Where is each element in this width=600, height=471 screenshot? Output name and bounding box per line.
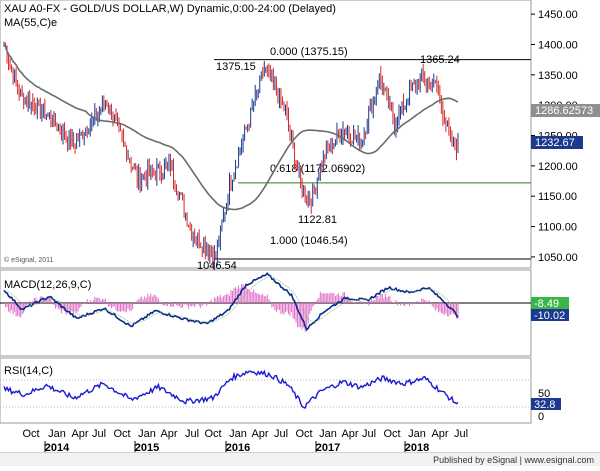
x-month-label: Apr (431, 428, 448, 440)
price-tick-label: 1050.00 (538, 252, 578, 264)
x-month-label: Apr (71, 428, 88, 440)
price-tick-label: 1400.00 (538, 39, 578, 51)
low-mid-label: 1122.81 (298, 214, 337, 226)
ma-value-box (531, 104, 600, 117)
rsi-tick-0: 0 (538, 411, 544, 423)
fib-0-label: 0.000 (1375.15) (270, 46, 348, 58)
price-tick-label: 1350.00 (538, 70, 578, 82)
x-month-label: Oct (22, 428, 39, 440)
price-axis: 1050.001100.001150.001200.001250.001300.… (531, 9, 578, 264)
rsi-panel (0, 357, 532, 424)
macd-value-top: -8.49 (534, 298, 559, 310)
x-month-label: Jan (138, 428, 156, 440)
x-month-label: Oct (383, 428, 400, 440)
price-tick-label: 1150.00 (538, 191, 577, 203)
last-price-box (531, 136, 583, 149)
macd-line (3, 272, 459, 331)
high-right-label: 1365.24 (420, 54, 460, 66)
fib-100-label: 1.000 (1046.54) (270, 235, 348, 247)
rsi-value: 32.8 (534, 399, 555, 411)
macd-value-bottom: -10.02 (534, 310, 565, 322)
x-month-label: Jul (362, 428, 376, 440)
macd-value-box-bottom (531, 309, 569, 321)
x-month-label: Jan (408, 428, 426, 440)
ma-label: MA(55,C)e (4, 17, 57, 29)
chart-title: XAU A0-FX - GOLD/US DOLLAR,W) Dynamic,0:… (4, 3, 336, 15)
x-month-label: Apr (251, 428, 268, 440)
macd-signal-line (3, 276, 459, 324)
x-month-label: Apr (160, 428, 177, 440)
price-tick-label: 1200.00 (538, 161, 578, 173)
x-month-label: Jul (185, 428, 199, 440)
price-tick-label: 1450.00 (538, 9, 578, 21)
x-month-label: Jan (229, 428, 247, 440)
x-month-label: Jan (319, 428, 337, 440)
high-left-label: 1375.15 (216, 61, 256, 73)
x-year-label: 2014 (45, 442, 70, 454)
x-month-label: Jul (274, 428, 288, 440)
price-tick-label: 1100.00 (538, 222, 577, 234)
macd-label: MACD(12,26,9,C) (4, 279, 91, 291)
ma-line (3, 44, 459, 211)
rsi-label: RSI(14,C) (4, 365, 53, 377)
rsi-line (3, 369, 459, 409)
footer: Published by eSignal | www.esignal.com (0, 452, 600, 466)
price-bars (3, 41, 459, 271)
x-year-label: 2016 (226, 442, 250, 454)
last-price: 1232.67 (535, 137, 575, 149)
rsi-tick-50: 50 (538, 388, 550, 400)
x-month-label: Jul (92, 428, 106, 440)
x-month-label: Jan (48, 428, 66, 440)
x-month-label: Oct (295, 428, 312, 440)
x-month-label: Oct (204, 428, 221, 440)
x-year-label: 2015 (135, 442, 159, 454)
fib-618-label: 0.618 (1172.06902) (270, 163, 365, 175)
rsi-value-box (531, 398, 561, 410)
macd-value-box-top (531, 297, 569, 309)
x-month-label: Oct (113, 428, 130, 440)
time-axis: Oct Jan Apr Jul Oct Jan Apr Jul Oct Jan Apr Jul Oct J… (22, 428, 468, 454)
ma-value: 1286.62573 (535, 105, 593, 117)
x-year-label: 2017 (316, 442, 340, 454)
x-month-label: Jul (454, 428, 468, 440)
x-year-label: 2018 (405, 442, 429, 454)
watermark: © eSignal, 2011 (4, 256, 54, 264)
x-month-label: Apr (341, 428, 358, 440)
